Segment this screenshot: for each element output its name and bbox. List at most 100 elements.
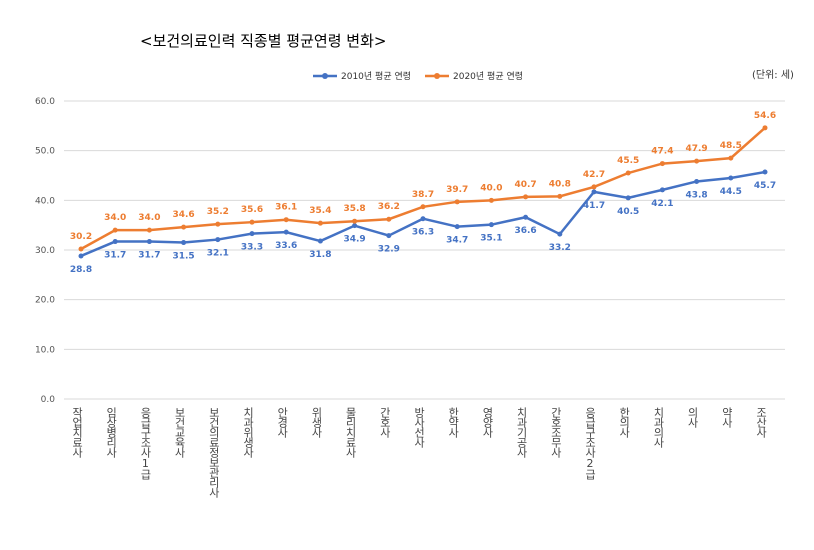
data-point	[488, 197, 494, 203]
x-tick-label: 응급구조사2급	[584, 407, 597, 480]
data-point	[146, 239, 152, 245]
y-tick-label: 40.0	[35, 196, 55, 206]
x-tick-label: 간호조무사	[549, 407, 562, 458]
x-tick-label: 약사	[720, 406, 733, 428]
data-label: 41.7	[583, 201, 605, 211]
data-point	[523, 194, 529, 200]
data-label: 31.7	[138, 251, 160, 261]
data-point	[694, 178, 700, 184]
data-label: 54.6	[754, 111, 776, 121]
data-point	[249, 219, 255, 225]
x-tick-label: 보건의료정보관리사	[207, 407, 220, 498]
data-point	[317, 220, 323, 226]
data-point	[557, 193, 563, 199]
data-label: 35.6	[241, 205, 263, 215]
data-point	[591, 189, 597, 195]
data-label: 40.7	[514, 180, 536, 190]
data-label: 34.6	[172, 210, 194, 220]
data-point	[762, 169, 768, 175]
data-label: 34.9	[343, 235, 365, 245]
data-label: 48.5	[720, 141, 742, 151]
x-tick-label: 방사선사	[413, 407, 426, 448]
data-point	[659, 187, 665, 193]
legend-marker	[434, 73, 440, 79]
y-tick-label: 30.0	[35, 246, 55, 256]
data-point	[625, 195, 631, 201]
x-tick-label: 응급구조사1급	[139, 407, 152, 480]
chart-title: <보건의료인력 직종별 평균연령 변화>	[140, 32, 387, 50]
x-tick-label: 안경사	[276, 407, 289, 438]
data-label: 42.7	[583, 170, 605, 180]
x-tick-label: 보건교육사	[173, 407, 186, 458]
data-label: 33.3	[241, 243, 263, 253]
data-label: 43.8	[685, 190, 707, 200]
data-point	[420, 204, 426, 210]
data-point	[694, 158, 700, 164]
y-tick-label: 20.0	[35, 296, 55, 306]
x-tick-label: 영양사	[481, 407, 494, 438]
x-tick-label: 임상병리사	[105, 407, 118, 458]
data-label: 40.5	[617, 207, 639, 217]
data-point	[112, 227, 118, 233]
data-label: 40.8	[549, 179, 571, 189]
data-label: 42.1	[651, 199, 673, 209]
x-tick-label: 위생사	[310, 407, 323, 438]
data-label: 47.4	[651, 147, 673, 157]
data-point	[625, 170, 631, 176]
data-label: 34.0	[104, 213, 126, 223]
x-tick-label: 한약사	[447, 407, 460, 438]
data-label: 32.9	[378, 245, 400, 255]
data-label: 31.7	[104, 251, 126, 261]
data-label: 36.6	[514, 226, 536, 236]
data-label: 47.9	[685, 144, 707, 154]
data-label: 31.8	[309, 250, 331, 260]
data-label: 33.2	[549, 243, 571, 253]
y-tick-label: 60.0	[35, 97, 55, 107]
data-point	[181, 224, 187, 230]
data-label: 39.7	[446, 185, 468, 195]
x-tick-label: 치과의사	[652, 407, 665, 448]
y-tick-label: 10.0	[35, 345, 55, 355]
data-label: 34.0	[138, 213, 160, 223]
data-label: 33.6	[275, 241, 297, 251]
x-tick-label: 작업치료사	[71, 407, 84, 458]
x-tick-label: 간호사	[378, 407, 391, 438]
data-label: 32.1	[207, 249, 229, 259]
unit-label: (단위: 세)	[752, 70, 794, 81]
data-label: 36.2	[378, 202, 400, 212]
data-label: 40.0	[480, 183, 502, 193]
legend-marker	[322, 73, 328, 79]
data-point	[283, 217, 289, 223]
data-point	[454, 199, 460, 205]
data-label: 44.5	[720, 187, 742, 197]
data-point	[488, 222, 494, 228]
data-point	[386, 233, 392, 239]
data-point	[352, 223, 358, 229]
data-point	[181, 240, 187, 246]
x-tick-label: 조산사	[755, 407, 768, 438]
data-point	[523, 214, 529, 220]
data-label: 35.8	[343, 204, 365, 214]
data-point	[352, 218, 358, 224]
data-label: 34.7	[446, 236, 468, 246]
data-label: 35.4	[309, 206, 331, 216]
data-point	[762, 125, 768, 131]
data-label: 28.8	[70, 265, 92, 275]
data-label: 45.7	[754, 181, 776, 191]
data-label: 36.1	[275, 203, 297, 213]
data-point	[283, 229, 289, 235]
data-point	[249, 231, 255, 237]
data-point	[386, 216, 392, 222]
data-point	[454, 224, 460, 230]
data-label: 45.5	[617, 156, 639, 166]
y-tick-label: 0.0	[41, 395, 56, 405]
data-point	[420, 216, 426, 222]
data-point	[728, 155, 734, 161]
data-point	[591, 184, 597, 190]
data-label: 30.2	[70, 232, 92, 242]
x-tick-label: 물리치료사	[344, 407, 357, 458]
data-label: 38.7	[412, 190, 434, 200]
data-label: 31.5	[172, 252, 194, 262]
